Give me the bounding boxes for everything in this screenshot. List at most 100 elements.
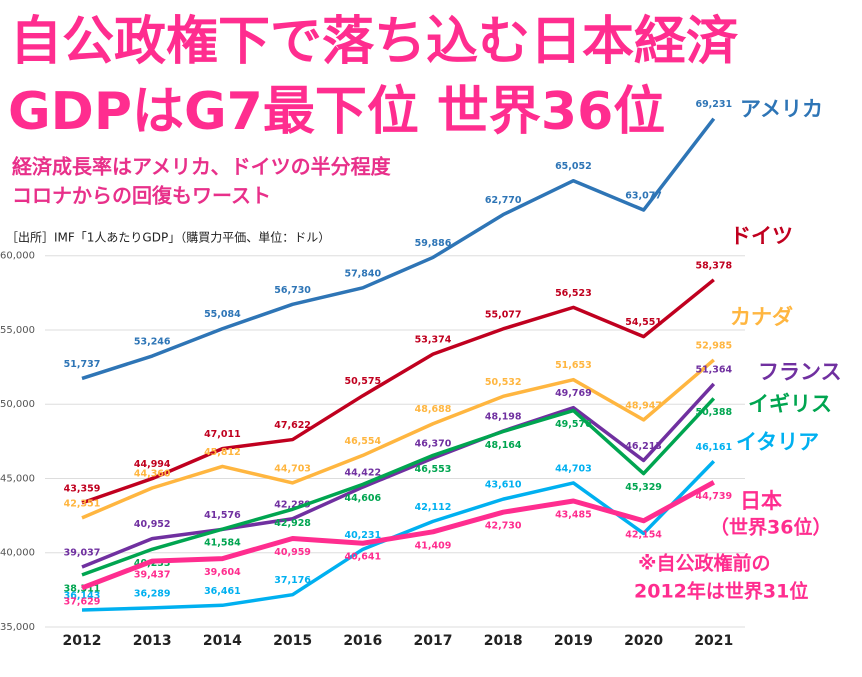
value-label: 36,461 [204,586,241,597]
x-tick-label: 2020 [624,633,663,649]
value-label: 40,231 [344,530,381,541]
legend-label: ドイツ [730,224,793,248]
value-label: 46,213 [625,441,662,452]
value-label: 56,523 [555,288,592,299]
legend-label: カナダ [730,305,793,329]
value-label: 36,143 [64,591,101,602]
value-label: 55,084 [204,309,241,320]
value-label: 52,985 [695,340,732,351]
value-label: 46,554 [344,436,381,447]
y-tick-label: 55,000 [0,325,35,336]
value-label: 36,289 [134,588,171,599]
value-label: 44,703 [274,463,311,474]
value-label: 44,994 [134,459,171,470]
value-label: 51,737 [64,359,101,370]
value-label: 40,959 [274,547,311,558]
legend-label: アメリカ [740,97,823,121]
annotation: 経済成長率はアメリカ、ドイツの半分程度 [12,155,392,179]
legend-label: イギリス [748,392,832,416]
value-label: 54,551 [625,317,662,328]
value-label: 44,606 [344,493,381,504]
value-label: 48,198 [485,411,522,422]
x-tick-label: 2021 [694,633,733,649]
series-line [81,397,716,577]
value-label: 42,351 [64,498,101,509]
y-tick-label: 35,000 [0,622,35,633]
value-label: 42,112 [415,502,452,513]
value-label: 53,374 [415,335,452,346]
value-label: 38,511 [64,583,101,594]
value-label: 65,052 [555,161,592,172]
value-label: 46,370 [415,439,452,450]
value-label: 43,485 [555,509,592,520]
value-label: 42,154 [625,529,662,540]
value-label: 57,840 [344,268,381,279]
value-label: 62,770 [485,195,522,206]
value-label: 42,289 [274,499,311,510]
x-tick-label: 2012 [63,633,102,649]
annotation: 2012年は世界31位 [634,580,808,603]
y-tick-label: 60,000 [0,251,35,262]
value-label: 48,164 [485,440,522,451]
value-label: 50,575 [344,376,381,387]
value-label: 42,928 [274,518,311,529]
value-label: 47,622 [274,420,311,431]
series-line [81,117,716,381]
value-label: 63,077 [625,191,662,202]
annotation: （世界36位） [710,516,831,539]
value-label: 69,231 [695,99,732,110]
value-label: 41,576 [204,510,241,521]
series-line [81,382,716,569]
value-label: 48,947 [625,400,662,411]
annotation: ※自公政権前の [638,552,770,575]
value-label: 58,378 [695,260,732,271]
value-label: 49,769 [555,388,592,399]
value-label: 46,161 [695,442,732,453]
series-line [81,358,715,520]
value-label: 39,604 [204,567,241,578]
value-label: 46,553 [415,464,452,475]
annotation: コロナからの回復もワースト [12,184,271,208]
value-label: 40,952 [134,519,171,530]
value-label: 53,246 [134,337,171,348]
series-line [81,480,715,591]
value-label: 37,629 [64,596,101,607]
value-label: 44,739 [695,491,732,502]
chart-title: 自公政権下で落ち込む日本経済 [10,12,739,72]
value-label: 43,610 [485,480,522,491]
value-label: 59,886 [415,238,452,249]
x-tick-label: 2016 [343,633,382,649]
value-label: 45,329 [625,482,662,493]
y-tick-label: 45,000 [0,473,35,484]
x-tick-label: 2014 [203,633,242,649]
value-label: 45,812 [204,447,241,458]
legend-label: 日本 [740,489,782,513]
x-tick-label: 2017 [414,633,453,649]
x-tick-label: 2018 [484,633,523,649]
value-label: 56,730 [274,285,311,296]
source: ［出所］IMF「1人あたりGDP」（購買力平価、単位：ドル） [6,230,330,245]
x-tick-label: 2013 [133,633,172,649]
value-label: 39,037 [64,548,101,559]
value-label: 41,584 [204,538,241,549]
x-tick-label: 2015 [273,633,312,649]
chart-subtitle: GDPはG7最下位 世界36位 [8,82,665,142]
series-line [81,278,715,505]
value-label: 41,409 [415,540,452,551]
value-label: 48,688 [415,404,452,415]
value-label: 51,653 [555,360,592,371]
value-label: 43,359 [64,483,101,494]
x-tick-label: 2019 [554,633,593,649]
value-label: 55,077 [485,309,522,320]
value-label: 44,360 [134,468,171,479]
value-label: 49,576 [555,419,592,430]
value-label: 47,011 [204,429,241,440]
value-label: 50,388 [695,407,732,418]
value-label: 51,364 [695,364,732,375]
legend-label: フランス [758,360,842,384]
legend-label: イタリア [736,430,819,454]
value-label: 39,437 [134,570,171,581]
value-label: 50,532 [485,377,522,388]
value-label: 44,703 [555,463,592,474]
